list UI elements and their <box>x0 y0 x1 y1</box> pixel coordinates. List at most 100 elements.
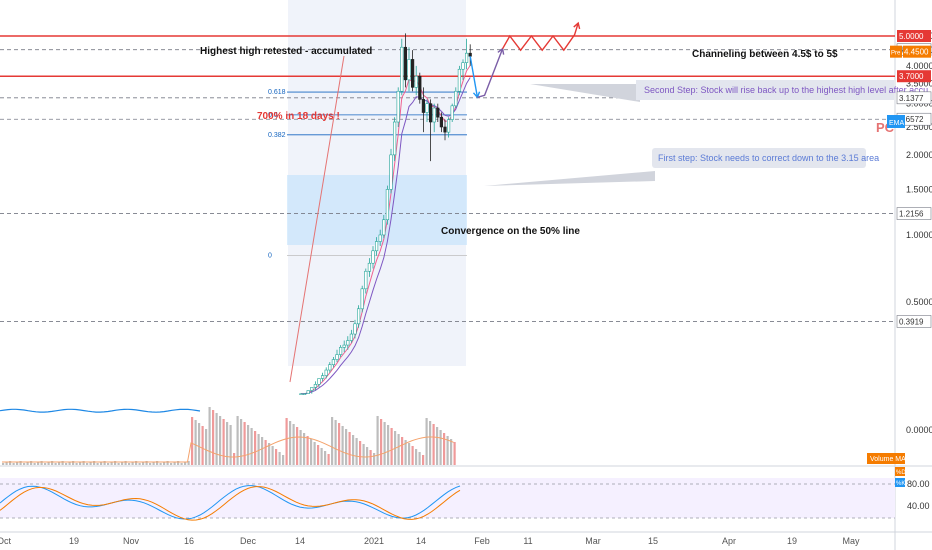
volume-bar <box>359 441 362 465</box>
projection-path <box>469 56 479 98</box>
stoch-k-badge <box>895 478 905 487</box>
candle-body <box>364 270 368 290</box>
volume-bar <box>422 455 425 465</box>
volume-bar <box>89 462 92 465</box>
projection-paths <box>469 21 581 99</box>
volume-bar <box>429 421 432 465</box>
volume-ma-line <box>2 436 454 463</box>
price-tick-label: 3.5000 <box>906 79 932 89</box>
time-tick-label: 19 <box>69 536 79 546</box>
volume-bar <box>362 444 365 465</box>
volume-bar <box>61 461 64 465</box>
price-tick-label: 1.5000 <box>906 184 932 194</box>
volume-bar <box>453 442 456 465</box>
volume-bar <box>257 434 260 465</box>
candle-body <box>436 107 440 118</box>
time-tick-label: May <box>842 536 860 546</box>
stoch-d-line <box>0 486 461 521</box>
volume-bar <box>145 461 148 465</box>
volume-bar <box>306 436 309 465</box>
volume-bar <box>226 422 229 465</box>
volume-bar <box>152 462 155 465</box>
volume-bar <box>198 423 201 465</box>
fib-retracement-box <box>287 175 467 245</box>
volume-bar <box>107 463 110 465</box>
price-level-badge-label: 5.0000 <box>899 32 924 41</box>
volume-bar <box>166 461 169 465</box>
ema-line-slow <box>301 77 471 395</box>
volume-bar <box>205 429 208 465</box>
volume-bar <box>345 429 348 465</box>
volume-bar <box>376 416 379 465</box>
volume-bar <box>254 431 257 465</box>
volume-bar <box>292 424 295 465</box>
ema-badge[interactable] <box>887 115 905 128</box>
price-level-badge-label: 2.6572 <box>899 115 924 124</box>
time-tick-label: Oct <box>0 536 11 546</box>
candle-body <box>374 241 379 252</box>
volume-bar <box>135 461 138 465</box>
volume-bar <box>222 419 225 465</box>
volume-bar <box>327 454 330 465</box>
candle-body <box>335 354 339 360</box>
price-level-badge <box>896 315 932 328</box>
volume-bar <box>16 462 19 465</box>
candle-body <box>378 234 382 242</box>
volume-bar <box>324 451 327 465</box>
price-level-badge <box>896 91 932 105</box>
fib-level-label: 0.5 <box>268 112 278 119</box>
price-level-badge-label: 3.7000 <box>899 72 924 81</box>
time-tick-label: 11 <box>523 536 532 546</box>
volume-bar <box>366 447 369 465</box>
candle-body <box>367 262 372 272</box>
volume-bar <box>446 436 449 465</box>
volume-bar <box>159 463 162 465</box>
volume-bar <box>355 438 358 465</box>
candle-body <box>389 154 393 190</box>
volume-bar <box>250 428 253 465</box>
volume-bar <box>163 462 166 465</box>
price-level-badge-label: 0.3919 <box>899 317 924 326</box>
volume-bar <box>390 428 393 465</box>
volume-bar <box>268 443 271 465</box>
candle-body <box>382 219 386 236</box>
candle-body <box>324 369 328 376</box>
stoch-d-badge-label: %D <box>896 470 906 476</box>
time-tick-label: 16 <box>184 536 194 546</box>
time-tick-label: 2021 <box>364 536 384 546</box>
volume-bar <box>170 463 173 465</box>
volume-bar <box>131 462 134 465</box>
volume-bar <box>289 421 292 465</box>
candle-body <box>457 68 462 92</box>
candle-body <box>302 393 307 395</box>
volume-ma-badge[interactable] <box>867 453 905 464</box>
volume-bar <box>54 463 57 465</box>
second-step-box <box>636 80 894 100</box>
volume-bar <box>404 440 407 465</box>
volume-bar <box>408 443 411 465</box>
projection-arrowhead <box>573 21 581 30</box>
volume-bar <box>432 424 435 465</box>
volume-bar <box>100 462 103 465</box>
time-axis: Oct 19 Nov 16 Dec 14 2021 14 Feb 11 Mar 15 Apr 19 May <box>0 536 860 546</box>
volume-bar <box>44 463 47 465</box>
volume-bar <box>397 434 400 465</box>
volume-bar <box>156 461 159 465</box>
stoch-k-line <box>0 485 461 520</box>
volume-bar <box>418 452 421 465</box>
volume-bar <box>411 446 414 465</box>
volume-bar <box>142 462 145 465</box>
projection-arrowhead <box>472 91 481 99</box>
volume-ma-badge-label: Volume MA <box>870 456 906 463</box>
time-tick-label: Apr <box>722 536 736 546</box>
highest-high-title: Highest high retested - accumulated <box>200 46 372 57</box>
volume-bar <box>96 463 99 465</box>
candle-body <box>446 119 451 133</box>
volume-bar <box>338 423 341 465</box>
volume-bar <box>138 463 141 465</box>
candle-body <box>432 107 436 123</box>
candle-body <box>403 46 408 81</box>
candle-body <box>421 99 426 113</box>
stoch-tick-40: 40.00 <box>907 501 930 511</box>
